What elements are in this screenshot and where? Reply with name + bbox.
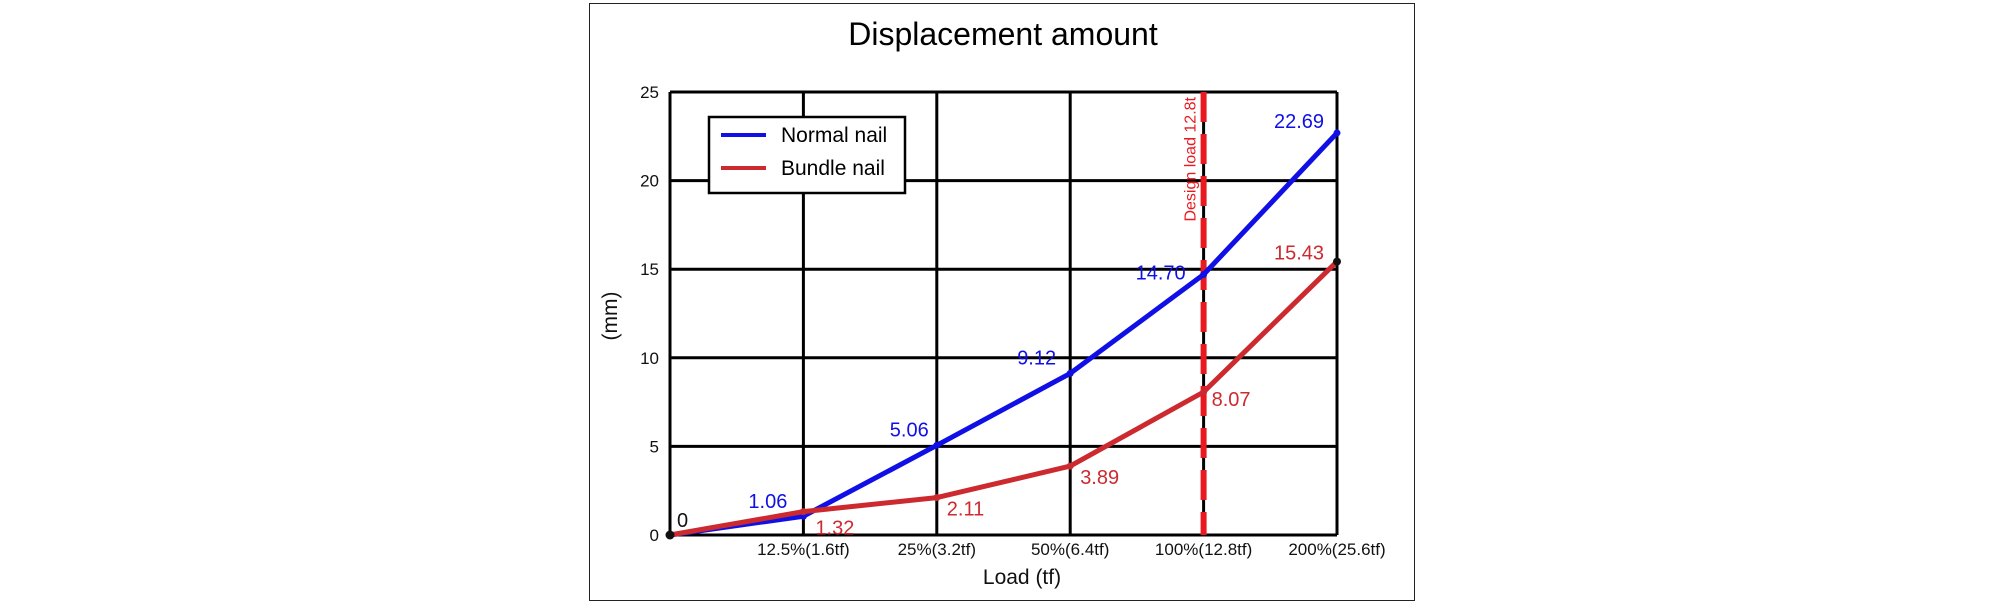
data-point	[1200, 388, 1208, 396]
legend-box	[707, 115, 907, 195]
chart-frame: Displacement amount Design load 12.8t 1.…	[589, 3, 1415, 601]
data-label: 5.06	[890, 419, 929, 441]
y-tick-label: 10	[640, 349, 659, 368]
data-label: 1.06	[748, 491, 787, 513]
endpoint-marker	[1333, 257, 1341, 266]
legend: Normal nail Bundle nail	[707, 115, 907, 195]
x-tick-label: 25%(3.2tf)	[898, 540, 976, 559]
data-label: 3.89	[1080, 467, 1119, 489]
y-tick-label: 15	[640, 260, 659, 279]
data-label: 8.07	[1212, 389, 1251, 411]
data-label: 22.69	[1274, 111, 1324, 133]
data-label: 1.32	[815, 518, 854, 540]
data-label: 9.12	[1017, 347, 1056, 369]
legend-label: Bundle nail	[781, 157, 885, 180]
data-label: 15.43	[1274, 243, 1324, 265]
data-point	[1066, 462, 1074, 470]
x-tick-label: 200%(25.6tf)	[1288, 540, 1385, 559]
x-tick-label: 100%(12.8tf)	[1155, 540, 1252, 559]
origin-point	[665, 530, 675, 540]
design-load-marker: Design load 12.8t	[1183, 92, 1207, 535]
y-tick-label: 20	[640, 172, 659, 191]
data-point	[933, 494, 941, 502]
series-line-1	[669, 259, 1339, 538]
data-label: 2.11	[947, 499, 984, 521]
axis-ticks: 0 5 10 15 20 25 12.5%(1.6tf) 25%(3.2tf) 50%(6.4t…	[640, 83, 1386, 559]
data-point	[1333, 129, 1341, 137]
data-point	[933, 441, 941, 449]
legend-label: Normal nail	[781, 124, 887, 147]
series-lines	[665, 129, 1341, 540]
y-tick-label: 25	[640, 83, 659, 102]
origin-label: 0	[677, 510, 688, 532]
y-tick-label: 0	[650, 526, 659, 545]
series-line-0	[669, 131, 1339, 538]
data-labels: 1.06 5.06 9.12 14.70 22.69 1.32 2.11 3.89 8.07 15…	[677, 111, 1324, 540]
x-axis-title: Load (tf)	[983, 566, 1061, 589]
chart-title: Displacement amount	[848, 16, 1158, 52]
data-label: 14.70	[1136, 263, 1186, 285]
displacement-chart: Displacement amount Design load 12.8t 1.…	[599, 16, 1386, 589]
x-tick-label: 50%(6.4tf)	[1031, 540, 1109, 559]
design-load-label: Design load 12.8t	[1183, 96, 1200, 221]
data-point	[1066, 369, 1074, 377]
y-tick-label: 5	[650, 437, 659, 456]
data-point	[799, 508, 807, 516]
y-axis-title: (mm)	[599, 292, 622, 341]
grid	[668, 90, 1339, 537]
x-tick-label: 12.5%(1.6tf)	[757, 540, 850, 559]
data-point	[1200, 271, 1208, 279]
